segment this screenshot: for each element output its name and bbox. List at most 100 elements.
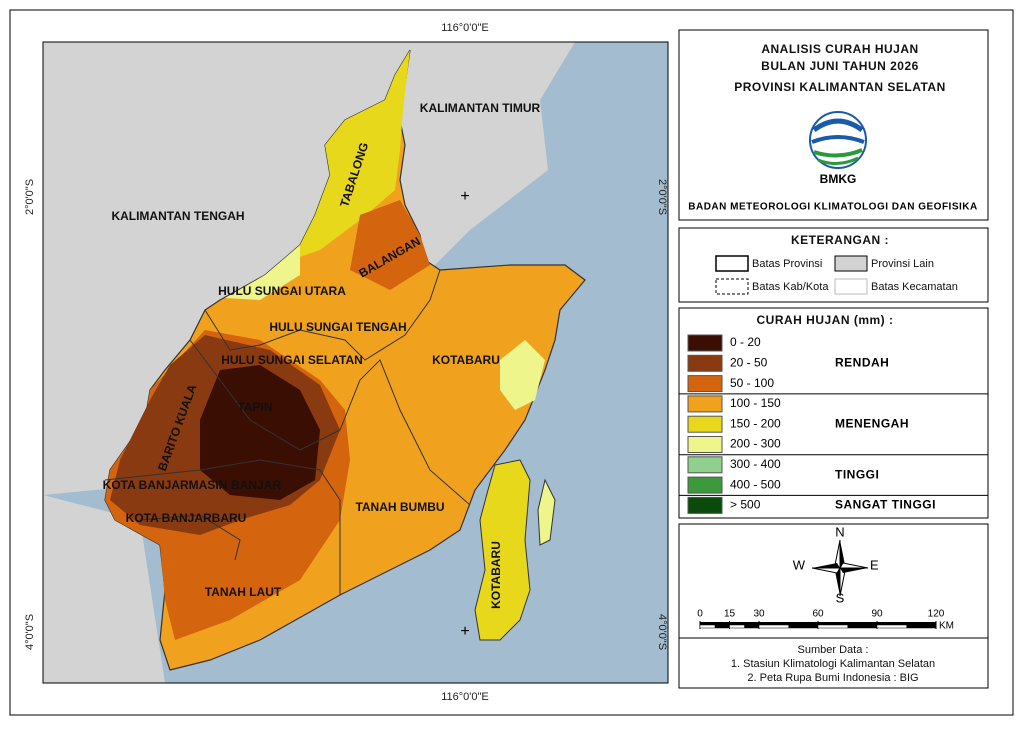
source-line: 2. Peta Rupa Bumi Indonesia : BIG [747,672,918,684]
graticule-cross: + [460,623,469,640]
rainfall-panel [678,307,989,519]
outer-frame [9,9,1014,716]
zone-200-300 [500,340,545,410]
regency-boundary [139,514,241,561]
legend-item: Batas Provinsi [752,258,822,270]
rainfall-legend: 0 - 20 20 - 50 50 - 100 RENDAH 100 - 150 150 … [679,334,988,514]
scale-label: 60 [812,609,824,620]
region-label: KALIMANTAN TENGAH [111,209,244,223]
class-label: 0 - 20 [730,335,761,349]
legend-swatch [715,278,749,295]
region-label: KOTA BANJARBARU [126,511,247,525]
legend-item: Batas Kab/Kota [752,281,829,293]
region-label: KOTA BANJARMASIN [103,478,228,492]
agency: BADAN METEOROLOGI KLIMATOLOGI DAN GEOFIS… [688,202,977,213]
legend-swatch [834,278,868,295]
scale-segment [877,622,936,625]
compass-label: N [835,524,844,539]
group-label: TINGGI [835,467,879,481]
region-label: TANAH LAUT [205,585,282,599]
scale-unit: KM [939,621,954,632]
title-line: BULAN JUNI TAHUN 2026 [761,59,919,73]
zone-50-100 [350,200,430,290]
scale-segment [700,622,730,625]
regency-boundary [104,459,341,595]
scale-label: 120 [928,609,945,620]
header-panel [678,29,989,221]
scale-segment [847,625,877,628]
regency-boundary [189,339,471,506]
compass-panel [678,523,989,689]
class-swatch [687,334,723,352]
scale-segment [714,625,730,628]
logo-text: BMKG [820,172,857,186]
class-label: 400 - 500 [730,477,781,491]
map-frame [42,41,669,684]
scale-segment [818,622,877,625]
compass-label: S [836,590,845,605]
class-label: 300 - 400 [730,457,781,471]
title-line: PROVINSI KALIMANTAN SELATAN [734,80,946,94]
coord-label: 116°0'0"E [441,22,489,34]
class-swatch [687,375,723,393]
legend-swatch [715,255,749,272]
scale-segment [744,625,759,628]
legend-title: KETERANGAN : [791,233,889,247]
scale-segment [729,622,759,625]
group-label: SANGAT TINGGI [835,498,936,512]
coord-label: 2°0'0"S [656,179,668,215]
scale-label: 15 [724,609,736,620]
coord-label: 4°0'0"S [24,614,36,650]
class-swatch [687,496,723,514]
compass-label: E [870,557,879,572]
class-label: 100 - 150 [730,396,781,410]
source-line: 1. Stasiun Klimatologi Kalimantan Selata… [731,658,935,670]
rainfall-title: CURAH HUJAN (mm) : [757,313,894,327]
class-swatch [687,415,723,433]
class-label: 20 - 50 [730,355,768,369]
class-label: 200 - 300 [730,437,781,451]
map: + + KALIMANTAN TIMUR KALIMANTAN TENGAH T… [42,41,669,684]
region-label: TANAH BUMBU [355,500,444,514]
region-label: KALIMANTAN TIMUR [420,101,541,115]
region-label: KOTABARU [432,353,500,367]
region-label: HULU SUNGAI TENGAH [269,320,406,334]
class-label: 50 - 100 [730,376,774,390]
scale-label: 90 [871,609,883,620]
island-kotabaru [474,459,531,641]
compass-label: W [793,557,806,572]
region-label: HULU SUNGAI SELATAN [221,353,363,367]
legend-item: Batas Kecamatan [871,281,958,293]
scale-label: 30 [753,609,765,620]
region-label: BANJAR [231,478,281,492]
legend-panel [678,227,989,303]
zone-150-200 [285,50,410,262]
scale-label: 0 [697,609,703,620]
north-arrow [811,539,869,597]
source-title: Sumber Data : [798,644,869,656]
legend-swatch [834,255,868,272]
title-line: ANALISIS CURAH HUJAN [761,42,918,56]
scale-segment [759,622,818,625]
class-swatch [687,476,723,494]
class-label: > 500 [730,498,761,512]
coord-label: 116°0'0"E [441,691,489,703]
graticule-cross: + [460,188,469,205]
zone-0-20 [200,365,320,500]
legend-item: Provinsi Lain [871,258,934,270]
scale-segment [906,625,936,628]
class-swatch [687,456,723,474]
group-label: MENENGAH [835,417,909,431]
class-swatch [687,395,723,413]
coord-label: 2°0'0"S [24,179,36,215]
region-label: KOTABARU [489,541,503,609]
class-swatch [687,354,723,372]
region-label: HULU SUNGAI UTARA [218,284,346,298]
class-swatch [687,436,723,453]
regency-boundary [204,269,441,361]
class-label: 150 - 200 [730,416,781,430]
island-small [537,478,556,546]
